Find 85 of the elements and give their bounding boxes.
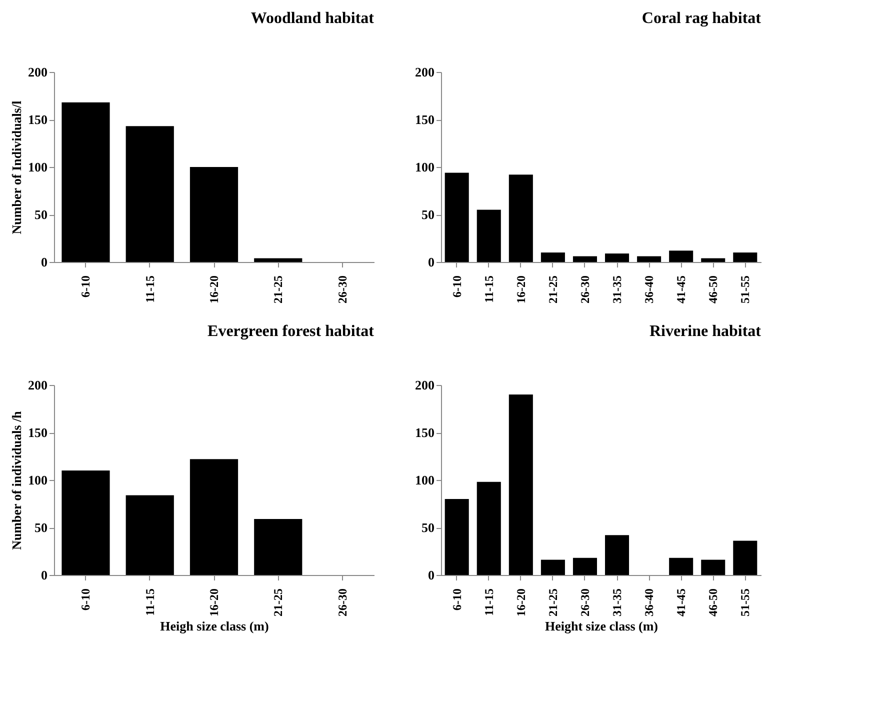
bar xyxy=(126,126,174,262)
x-tick-label: 26-30 xyxy=(335,588,350,616)
x-tick-label: 11-15 xyxy=(142,276,157,303)
chart-title: Riverine habitat xyxy=(649,323,762,340)
bar xyxy=(126,495,174,575)
chart-title: Woodland habitat xyxy=(250,10,375,27)
bar xyxy=(669,250,694,262)
bar xyxy=(669,558,694,575)
y-tick-label: 50 xyxy=(34,207,48,222)
y-tick-label: 100 xyxy=(28,472,48,488)
chart-title: Coral rag habitat xyxy=(642,10,762,27)
x-tick-label: 6-10 xyxy=(78,276,93,298)
bar xyxy=(444,499,469,575)
x-tick-label: 36-40 xyxy=(642,588,656,616)
x-tick-label: 51-55 xyxy=(738,588,752,616)
bar xyxy=(605,253,630,262)
x-axis-title: Height size class (m) xyxy=(544,618,658,634)
y-tick-label: 50 xyxy=(34,520,48,535)
bar xyxy=(476,482,501,575)
bar xyxy=(701,258,726,262)
x-tick-label: 16-20 xyxy=(514,588,528,616)
y-tick-label: 150 xyxy=(415,425,434,440)
y-tick-label: 200 xyxy=(415,64,434,80)
x-tick-label: 41-45 xyxy=(674,588,688,616)
y-tick-label: 150 xyxy=(28,112,48,127)
x-tick-label: 31-35 xyxy=(610,276,624,304)
x-tick-label: 26-30 xyxy=(335,276,350,304)
bar xyxy=(254,258,302,262)
x-tick-label: 6-10 xyxy=(450,588,464,610)
y-tick-label: 50 xyxy=(422,207,434,222)
bar xyxy=(605,535,630,575)
x-tick-label: 31-35 xyxy=(610,588,624,616)
bar xyxy=(476,210,501,262)
bar xyxy=(190,167,238,262)
x-tick-label: 11-15 xyxy=(482,276,496,303)
y-tick-label: 100 xyxy=(28,160,48,174)
x-tick-label: 26-30 xyxy=(578,276,592,304)
bar xyxy=(62,470,110,575)
y-axis-title: Number of Individuals/l xyxy=(9,100,24,234)
x-tick-label: 16-20 xyxy=(207,588,221,616)
chart-title: Evergreen forest habitat xyxy=(208,323,375,340)
y-tick-label: 200 xyxy=(28,64,48,80)
x-tick-label: 21-25 xyxy=(546,276,560,304)
y-tick-label: 0 xyxy=(41,254,48,270)
x-tick-label: 51-55 xyxy=(738,276,752,304)
bar xyxy=(444,172,469,262)
x-tick-label: 46-50 xyxy=(706,276,720,304)
bar xyxy=(508,174,533,262)
bar xyxy=(540,252,565,262)
x-axis-title: Heigh size class (m) xyxy=(160,618,269,634)
bar xyxy=(733,540,758,575)
y-tick-label: 100 xyxy=(415,472,434,488)
x-tick-label: 21-25 xyxy=(271,588,286,616)
y-tick-label: 100 xyxy=(415,160,434,174)
x-tick-label: 21-25 xyxy=(271,276,286,304)
bar xyxy=(572,558,597,575)
bar xyxy=(190,459,238,575)
bar xyxy=(701,560,726,575)
y-tick-label: 200 xyxy=(415,378,434,392)
y-tick-label: 150 xyxy=(28,425,48,440)
y-tick-label: 50 xyxy=(422,520,434,535)
bar xyxy=(572,256,597,262)
bar xyxy=(254,518,302,575)
x-tick-label: 26-30 xyxy=(578,588,592,616)
x-tick-label: 6-10 xyxy=(78,588,93,610)
y-tick-label: 150 xyxy=(415,112,434,127)
x-tick-label: 36-40 xyxy=(642,276,656,304)
y-tick-label: 0 xyxy=(428,254,434,270)
bar xyxy=(508,394,533,575)
x-tick-label: 21-25 xyxy=(546,588,560,616)
x-tick-label: 16-20 xyxy=(514,276,528,304)
y-tick-label: 0 xyxy=(428,568,434,582)
x-tick-label: 46-50 xyxy=(706,588,720,616)
bar xyxy=(540,560,565,575)
bar xyxy=(733,252,758,262)
y-tick-label: 0 xyxy=(41,568,48,582)
x-tick-label: 6-10 xyxy=(450,276,464,298)
x-tick-label: 41-45 xyxy=(674,276,688,304)
x-tick-label: 16-20 xyxy=(207,276,221,304)
y-tick-label: 200 xyxy=(28,378,48,392)
x-tick-label: 11-15 xyxy=(142,588,157,616)
bar xyxy=(637,256,662,262)
bar xyxy=(62,102,110,262)
x-tick-label: 11-15 xyxy=(482,588,496,616)
y-axis-title: Number of individuals /h xyxy=(9,410,24,550)
